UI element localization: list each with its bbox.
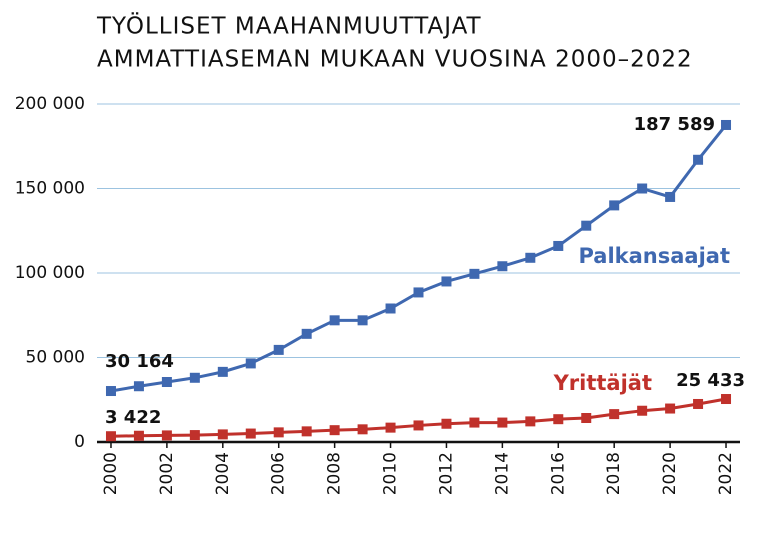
- point-marker: [581, 413, 592, 424]
- y-tick-label: 200 000: [15, 94, 85, 114]
- point-marker: [469, 417, 480, 428]
- point-marker: [525, 252, 536, 263]
- chart-title: AMMATTIASEMAN MUKAAN VUOSINA 2000–2022: [97, 47, 693, 73]
- point-marker: [665, 403, 676, 414]
- x-tick-label: 2016: [548, 452, 568, 495]
- x-tick-label: 2022: [716, 452, 736, 495]
- point-marker: [609, 409, 620, 420]
- x-tick-label: 2006: [269, 452, 289, 495]
- point-marker: [217, 366, 228, 377]
- y-tick-label: 50 000: [26, 348, 85, 368]
- point-marker: [385, 422, 396, 433]
- point-marker: [609, 200, 620, 211]
- point-marker: [161, 377, 172, 388]
- x-tick-label: 2020: [660, 452, 680, 495]
- point-marker: [189, 372, 200, 383]
- point-marker: [469, 268, 480, 279]
- x-tick-label: 2010: [381, 452, 401, 495]
- x-tick-label: 2000: [101, 452, 121, 495]
- point-marker: [693, 154, 704, 165]
- point-marker: [133, 381, 144, 392]
- point-marker: [665, 191, 676, 202]
- point-marker: [581, 220, 592, 231]
- point-marker: [301, 426, 312, 437]
- point-marker: [357, 424, 368, 435]
- point-marker: [273, 427, 284, 438]
- y-tick-label: 150 000: [15, 179, 85, 199]
- point-marker: [105, 386, 116, 397]
- y-tick-label: 100 000: [15, 263, 85, 283]
- point-marker: [693, 398, 704, 409]
- series-label: Palkansaajat: [578, 244, 730, 268]
- chart-title: TYÖLLISET MAAHANMUUTTAJAT: [96, 12, 482, 40]
- point-marker: [553, 240, 564, 251]
- y-tick-label: 0: [74, 432, 85, 452]
- x-tick-label: 2012: [436, 452, 456, 495]
- point-marker: [301, 328, 312, 339]
- series-label: Yrittäjät: [553, 371, 652, 395]
- point-marker: [497, 417, 508, 428]
- point-marker: [245, 428, 256, 439]
- x-tick-label: 2004: [213, 452, 233, 495]
- point-marker: [133, 430, 144, 441]
- value-label: 30 164: [105, 351, 174, 372]
- point-marker: [441, 276, 452, 287]
- point-marker: [441, 418, 452, 429]
- value-label: 25 433: [676, 370, 745, 391]
- point-marker: [189, 430, 200, 441]
- series-line: [110, 397, 727, 438]
- point-marker: [413, 420, 424, 431]
- point-marker: [721, 119, 732, 130]
- x-tick-label: 2018: [604, 452, 624, 495]
- point-marker: [413, 287, 424, 298]
- point-marker: [721, 394, 732, 405]
- point-marker: [245, 358, 256, 369]
- x-tick-label: 2008: [325, 452, 345, 495]
- point-marker: [273, 344, 284, 355]
- point-marker: [329, 315, 340, 326]
- point-marker: [105, 431, 116, 442]
- point-marker: [385, 303, 396, 314]
- point-marker: [525, 416, 536, 427]
- x-tick-label: 2014: [492, 452, 512, 495]
- point-marker: [637, 405, 648, 416]
- value-label: 187 589: [634, 114, 715, 135]
- point-marker: [217, 429, 228, 440]
- x-tick-label: 2002: [157, 452, 177, 495]
- value-label: 3 422: [105, 407, 161, 428]
- point-marker: [553, 414, 564, 425]
- point-marker: [637, 183, 648, 194]
- point-marker: [161, 430, 172, 441]
- point-marker: [357, 315, 368, 326]
- point-marker: [329, 425, 340, 436]
- point-marker: [497, 261, 508, 272]
